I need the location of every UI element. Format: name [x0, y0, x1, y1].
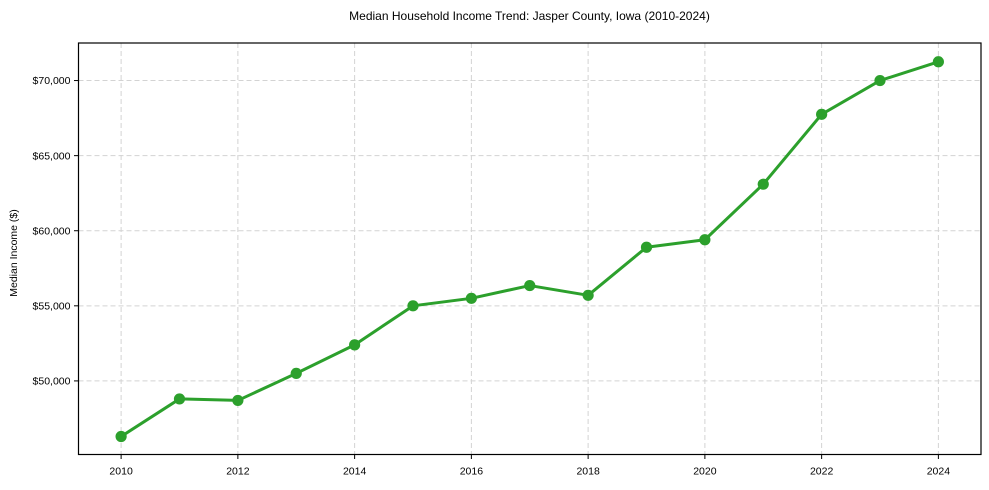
x-tick-label: 2022 [810, 466, 834, 478]
data-point-marker [524, 279, 536, 292]
data-point-marker [407, 300, 419, 312]
data-point-marker [349, 339, 361, 351]
x-tick-label: 2024 [927, 466, 951, 478]
y-tick-label: $50,000 [33, 376, 71, 388]
data-point-marker [757, 178, 769, 190]
x-tick-label: 2020 [693, 466, 717, 478]
y-tick-label: $70,000 [33, 75, 71, 87]
data-point-marker [932, 56, 944, 68]
plot-frame [77, 42, 982, 456]
x-tick-label: 2016 [460, 466, 484, 478]
trend-line [119, 60, 940, 438]
x-tick-label: 2012 [226, 466, 250, 478]
y-tick-label: $55,000 [33, 301, 71, 313]
data-point-marker [874, 74, 886, 87]
data-point-marker [232, 394, 244, 407]
x-tick-label: 2018 [576, 466, 600, 478]
x-tick-label: 2014 [343, 466, 367, 478]
data-point-marker [582, 289, 594, 301]
data-point-marker [115, 430, 127, 443]
chart-title: Median Household Income Trend: Jasper Co… [349, 9, 710, 23]
data-point-marker [640, 241, 653, 253]
x-tick-label: 2010 [109, 466, 133, 478]
y-tick-label: $65,000 [33, 150, 71, 162]
data-point-marker [290, 367, 302, 380]
data-point-marker [816, 108, 828, 120]
y-tick-label: $60,000 [33, 225, 71, 237]
data-point-marker [173, 393, 186, 405]
data-point-marker [699, 234, 711, 246]
data-point-marker [465, 292, 477, 304]
